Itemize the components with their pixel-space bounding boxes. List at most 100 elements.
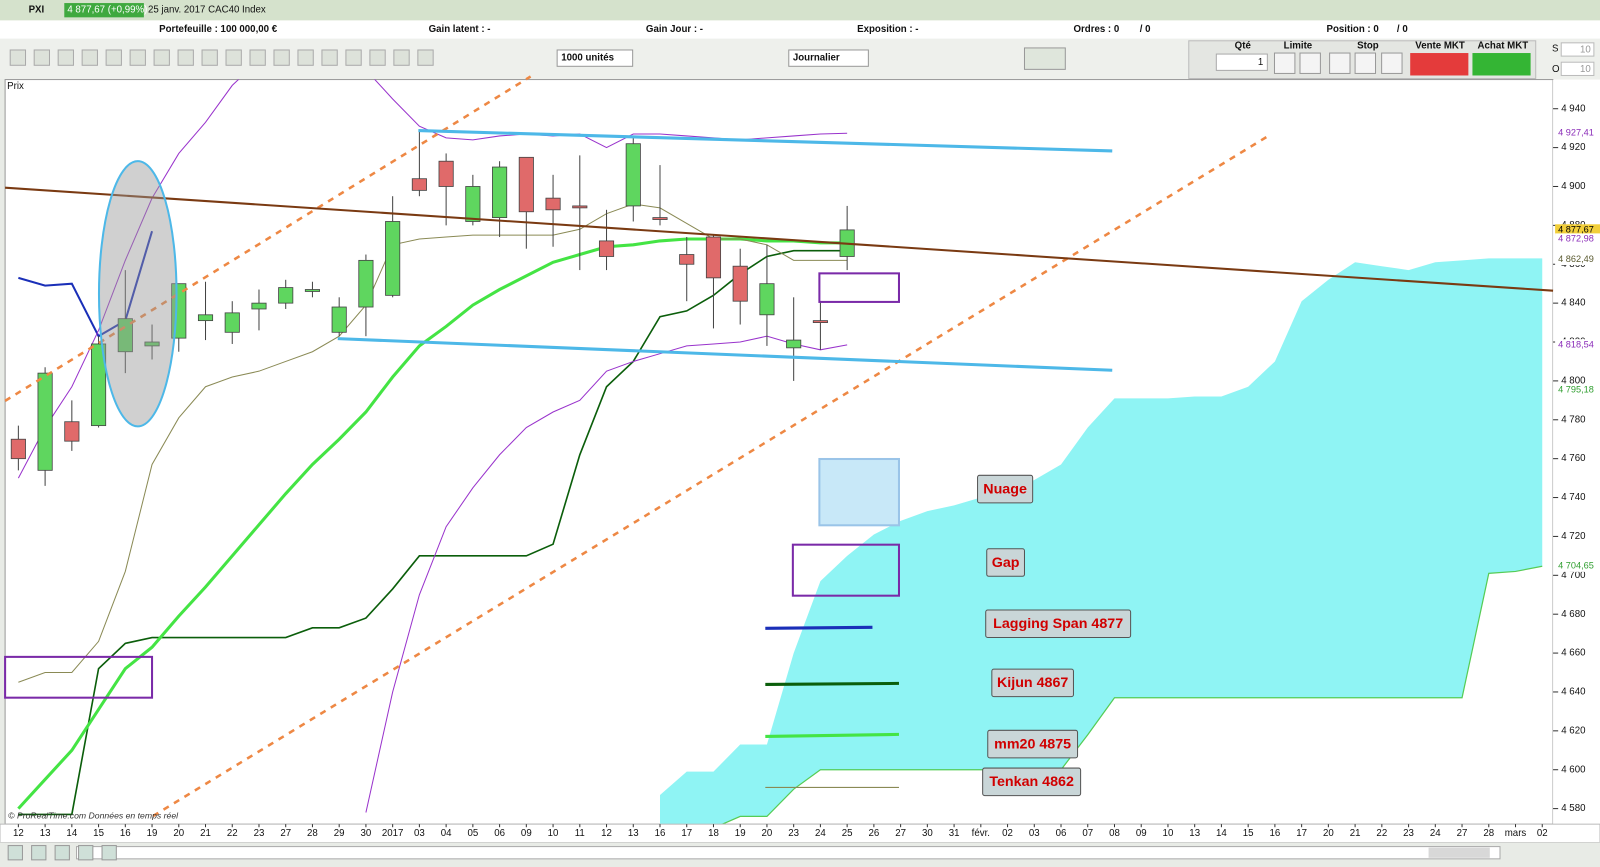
y-tick-label: 4 940 — [1561, 103, 1586, 114]
legend-kijun-swatch — [765, 681, 899, 686]
x-tick-label: 14 — [1216, 828, 1227, 839]
x-tick-label: 20 — [173, 828, 184, 839]
price-tag-label: 4 818,54 — [1558, 339, 1594, 349]
bottom-tool — [54, 845, 70, 861]
quote-bg — [64, 3, 144, 18]
buy-button[interactable] — [1472, 53, 1531, 76]
annotation: Nuage — [983, 481, 1027, 497]
x-tick-label: 10 — [548, 828, 559, 839]
y-tick-label: 4 620 — [1561, 725, 1586, 736]
x-tick-label: 05 — [467, 828, 478, 839]
gap-box — [4, 655, 154, 699]
x-tick-label: 09 — [1136, 828, 1147, 839]
instrument-description: 25 janv. 2017 CAC40 Index — [148, 5, 266, 16]
indicator-line — [18, 230, 154, 338]
x-tick-label: 16 — [120, 828, 131, 839]
scroll-thumb[interactable] — [1428, 847, 1490, 858]
gap-box — [818, 272, 901, 303]
price-axis — [1553, 79, 1600, 825]
tool-icon — [345, 49, 362, 66]
tool-icon — [273, 49, 290, 66]
candle-body — [786, 339, 802, 349]
x-tick-label: 2017 — [382, 828, 404, 839]
x-tick-label: 23 — [254, 828, 265, 839]
position-total: / 0 — [1397, 24, 1408, 35]
orders: Ordres : 0 — [1073, 24, 1119, 35]
symbol[interactable]: PXI — [29, 5, 45, 16]
s-input[interactable] — [1560, 42, 1595, 57]
annotation-box — [982, 767, 1082, 797]
x-tick-label: 22 — [227, 828, 238, 839]
y-tick-label: 4 780 — [1561, 414, 1586, 425]
x-tick-label: 14 — [66, 828, 77, 839]
x-tick-label: 28 — [307, 828, 318, 839]
x-tick-label: 20 — [762, 828, 773, 839]
annotation-box — [991, 668, 1074, 698]
price-tag — [1555, 233, 1600, 245]
o-input[interactable] — [1560, 61, 1595, 76]
x-tick-label: 09 — [521, 828, 532, 839]
x-tick-label: 13 — [628, 828, 639, 839]
limit-buy[interactable] — [1299, 52, 1321, 74]
x-tick-label: 19 — [147, 828, 158, 839]
s-label: S — [1552, 44, 1559, 55]
tool-icon — [249, 49, 266, 66]
y-tick-label: 4 720 — [1561, 531, 1586, 542]
scrollbar[interactable] — [76, 846, 1501, 860]
x-tick-label: févr. — [972, 828, 990, 839]
candle-body — [37, 372, 53, 471]
y-tick-label: 4 580 — [1561, 803, 1586, 814]
candle-body — [224, 312, 240, 333]
y-tick-label: 4 600 — [1561, 764, 1586, 775]
price-tag — [1555, 339, 1600, 351]
y-tick-label: 4 680 — [1561, 609, 1586, 620]
candle-body — [331, 306, 347, 333]
x-tick-label: 20 — [1323, 828, 1334, 839]
trend-line — [152, 133, 1272, 818]
indicator-button[interactable] — [1023, 47, 1066, 70]
y-tick-label: 4 700 — [1561, 570, 1586, 581]
candle-body — [598, 240, 615, 257]
bottom-tool — [78, 845, 94, 861]
x-tick-label: 15 — [1243, 828, 1254, 839]
quantity-select[interactable] — [556, 49, 634, 67]
x-tick-label: 03 — [1029, 828, 1040, 839]
qty-input[interactable] — [1215, 53, 1268, 71]
tool-icon — [201, 49, 218, 66]
sell-button[interactable] — [1410, 53, 1469, 76]
legend-cloud-swatch — [818, 457, 901, 527]
cloud-lower-line — [720, 565, 1543, 825]
tool-icon — [57, 49, 74, 66]
x-tick-label: mars — [1505, 828, 1527, 839]
channel-line — [418, 129, 1113, 153]
x-tick-label: 21 — [1350, 828, 1361, 839]
candle-body — [385, 221, 401, 296]
y-tick-label: 4 760 — [1561, 453, 1586, 464]
price-tag-label: 4 927,41 — [1558, 128, 1594, 138]
stop-buy[interactable] — [1354, 52, 1377, 74]
x-tick-label: 27 — [280, 828, 291, 839]
x-tick-label: 07 — [1082, 828, 1093, 839]
x-tick-label: 19 — [735, 828, 746, 839]
tool-icon — [417, 49, 434, 66]
candle-body — [705, 236, 722, 279]
stop-limit[interactable] — [1381, 52, 1403, 74]
exposure: Exposition : - — [857, 24, 918, 35]
candle-body — [518, 156, 534, 213]
limit-sell[interactable] — [1273, 52, 1296, 74]
y-tick-label: 4 640 — [1561, 687, 1586, 698]
stop-sell[interactable] — [1329, 52, 1351, 74]
candle-body — [197, 314, 214, 322]
x-tick-label: 04 — [441, 828, 452, 839]
x-tick-label: 17 — [681, 828, 692, 839]
x-tick-label: 22 — [1376, 828, 1387, 839]
candle-body — [732, 265, 748, 302]
x-tick-label: 31 — [949, 828, 960, 839]
x-tick-label: 10 — [1163, 828, 1174, 839]
x-tick-label: 11 — [575, 828, 585, 839]
candle-body — [251, 302, 267, 310]
period-select[interactable] — [788, 49, 869, 67]
x-tick-label: 24 — [815, 828, 826, 839]
buy-label: Achat MKT — [1478, 40, 1529, 51]
